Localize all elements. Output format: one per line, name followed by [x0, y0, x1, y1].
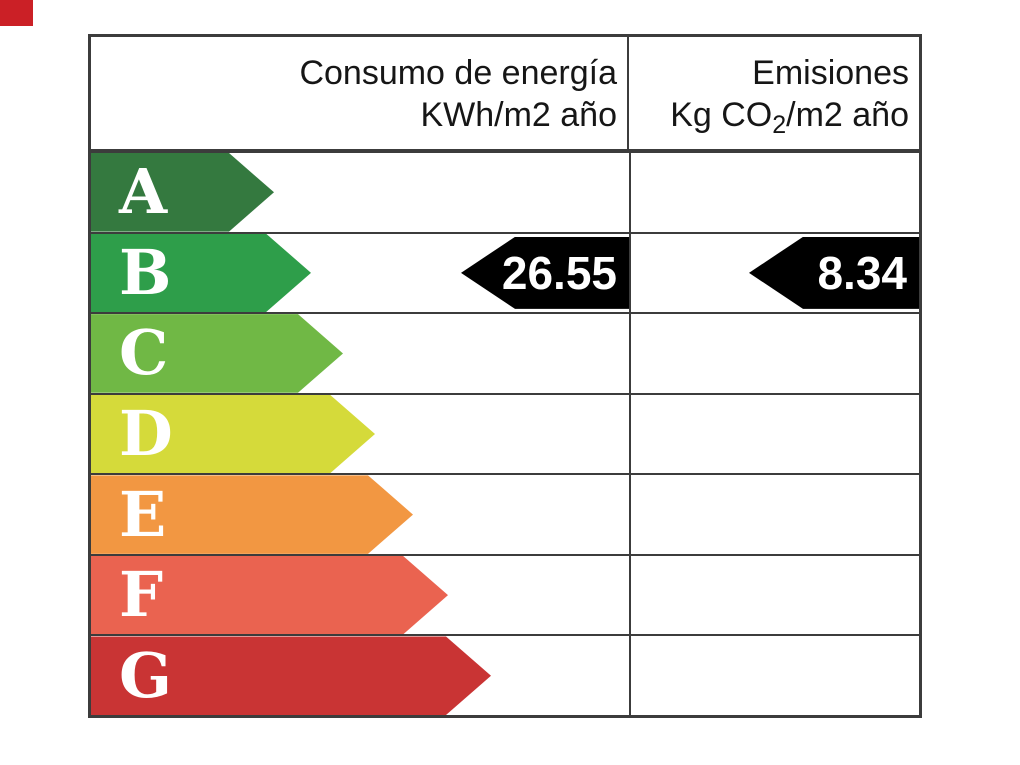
- rating-row-d-consumption-cell: D: [91, 394, 631, 474]
- rating-row-a-consumption-cell: A: [91, 153, 631, 232]
- rating-letter-g: G: [119, 638, 172, 712]
- co2-subscript: 2: [772, 111, 787, 139]
- rating-row-d-emissions-cell: [631, 394, 919, 474]
- rating-row-b-consumption-cell: B 26.55: [91, 233, 631, 313]
- emissions-unit-suffix: /m2 año: [786, 96, 909, 134]
- header-emissions-line1: Emisiones: [752, 54, 909, 92]
- header-consumption-line1: Consumo de energía: [299, 54, 617, 92]
- rating-arrow-g: G: [91, 636, 491, 715]
- consumption-value-arrow: 26.55: [461, 236, 629, 309]
- rating-row-f: F: [91, 553, 919, 635]
- rating-letter-b: B: [119, 235, 172, 309]
- rating-row-b: B 26.55 8.34: [91, 231, 919, 313]
- header-consumption-line2: KWh/m2 año: [420, 96, 617, 134]
- rating-row-c-consumption-cell: C: [91, 314, 631, 393]
- header-emissions: Emisiones Kg CO2/m2 año: [629, 37, 919, 149]
- rating-letter-c: C: [119, 316, 169, 390]
- rating-arrow-a: A: [91, 153, 274, 232]
- rating-arrow-c: C: [91, 314, 343, 393]
- rating-row-e-consumption-cell: E: [91, 475, 631, 554]
- red-marker: [0, 0, 33, 26]
- rating-letter-f: F: [119, 558, 164, 632]
- rating-row-g-consumption-cell: G: [91, 636, 631, 716]
- rating-row-d: D: [91, 392, 919, 474]
- rating-row-a: A: [91, 151, 919, 232]
- rating-row-f-consumption-cell: F: [91, 555, 631, 635]
- emissions-value: 8.34: [817, 246, 907, 299]
- rating-arrow-b: B: [91, 234, 311, 313]
- rating-row-c-emissions-cell: [631, 314, 919, 393]
- header-emissions-line2: Kg CO2/m2 año: [629, 94, 909, 139]
- rating-row-c: C: [91, 312, 919, 393]
- rating-row-g-emissions-cell: [631, 636, 919, 716]
- consumption-value: 26.55: [501, 246, 617, 299]
- energy-rating-table: Consumo de energía KWh/m2 año Emisiones …: [88, 34, 922, 718]
- table-header: Consumo de energía KWh/m2 año Emisiones …: [91, 37, 919, 151]
- rating-arrow-e: E: [91, 475, 413, 554]
- rating-row-a-emissions-cell: [631, 153, 919, 232]
- rating-letter-e: E: [119, 477, 167, 551]
- rating-row-e: E: [91, 473, 919, 554]
- rating-row-g: G: [91, 634, 919, 716]
- rating-row-b-emissions-cell: 8.34: [631, 233, 919, 313]
- rating-letter-d: D: [119, 397, 173, 471]
- emissions-value-arrow: 8.34: [749, 236, 919, 309]
- rating-arrow-f: F: [91, 556, 448, 635]
- rating-letter-a: A: [119, 155, 168, 229]
- header-consumption: Consumo de energía KWh/m2 año: [91, 37, 629, 149]
- emissions-unit-prefix: Kg CO: [670, 96, 773, 134]
- rating-row-e-emissions-cell: [631, 475, 919, 554]
- rating-row-f-emissions-cell: [631, 555, 919, 635]
- rating-arrow-d: D: [91, 395, 375, 474]
